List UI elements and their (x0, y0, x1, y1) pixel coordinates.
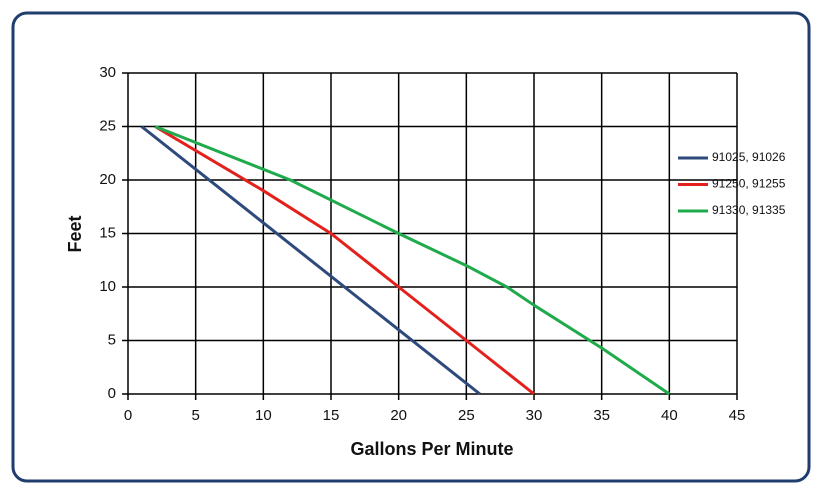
y-tick-label: 5 (108, 331, 116, 348)
y-tick-label: 30 (99, 64, 116, 81)
y-tick-label: 20 (99, 171, 116, 188)
x-tick-label: 30 (526, 407, 543, 424)
x-tick-label: 0 (124, 407, 132, 424)
y-axis-title: Feet (65, 215, 85, 252)
series-line (140, 125, 481, 396)
x-tick-label: 25 (458, 407, 475, 424)
x-tick-label: 40 (661, 407, 678, 424)
y-tick-label: 25 (99, 117, 116, 134)
y-tick-label: 10 (99, 278, 116, 295)
x-tick-label: 15 (323, 407, 340, 424)
frame (11, 11, 811, 483)
x-tick-label: 10 (255, 407, 272, 424)
legend-label: 91025, 91026 (712, 150, 786, 164)
x-tick-label: 35 (593, 407, 610, 424)
y-tick-label: 15 (99, 224, 116, 241)
series-line (154, 125, 671, 396)
x-tick-label: 5 (191, 407, 199, 424)
legend-label: 91330, 91335 (712, 203, 786, 217)
y-tick-label: 0 (108, 385, 116, 402)
x-axis-title: Gallons Per Minute (350, 439, 513, 459)
legend-label: 91250, 91255 (712, 177, 786, 191)
x-tick-label: 20 (390, 407, 407, 424)
x-tick-label: 45 (729, 407, 746, 424)
series-line (154, 125, 535, 396)
